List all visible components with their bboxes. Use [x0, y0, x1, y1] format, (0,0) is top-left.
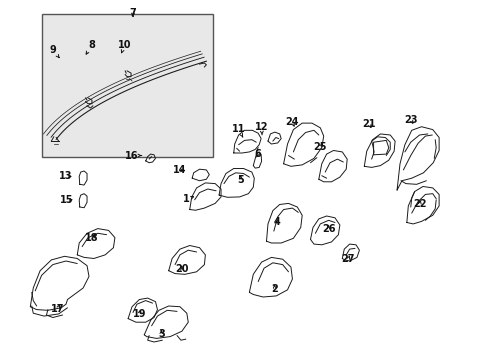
Text: 8: 8	[86, 40, 95, 54]
Text: 2: 2	[271, 284, 278, 294]
Text: 15: 15	[60, 195, 74, 205]
Text: 21: 21	[362, 119, 375, 129]
Text: 25: 25	[313, 142, 326, 152]
Text: 3: 3	[158, 329, 164, 339]
Text: 22: 22	[412, 199, 426, 210]
Text: 20: 20	[175, 264, 188, 274]
Text: 9: 9	[49, 45, 59, 58]
Text: 24: 24	[285, 117, 299, 127]
Text: 14: 14	[173, 165, 186, 175]
Text: 16: 16	[125, 150, 142, 161]
Text: 5: 5	[237, 175, 244, 185]
Text: 26: 26	[321, 224, 335, 234]
Text: 11: 11	[231, 124, 245, 137]
Text: 10: 10	[118, 40, 131, 53]
Text: 6: 6	[254, 149, 261, 159]
Text: 27: 27	[341, 254, 354, 264]
Text: 18: 18	[85, 233, 99, 243]
Text: 23: 23	[403, 114, 417, 125]
Text: 12: 12	[254, 122, 268, 135]
Text: 19: 19	[132, 309, 146, 319]
Text: 7: 7	[129, 8, 136, 18]
Text: 4: 4	[273, 217, 280, 228]
Text: 13: 13	[59, 171, 73, 181]
Bar	[41, 14, 212, 157]
Text: 17: 17	[51, 304, 64, 314]
Text: 1: 1	[183, 194, 193, 204]
